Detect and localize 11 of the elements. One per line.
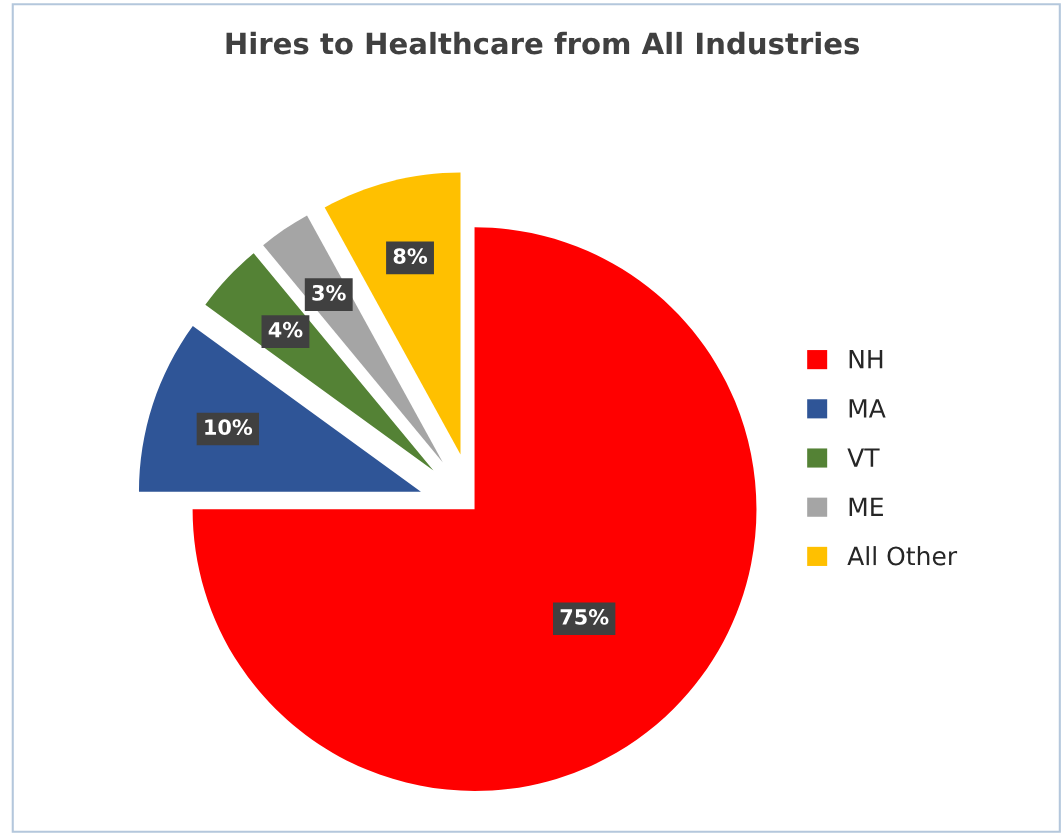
data-label: 10% [205,419,253,436]
legend-label: All Other [847,546,958,566]
chart-title: Hires to Healthcare from All Industries [226,31,860,55]
data-label: 4% [268,321,303,338]
data-label: 8% [393,248,428,264]
legend-label: VT [847,448,880,467]
legend-label: ME [849,497,883,516]
data-label: 75% [560,609,609,625]
legend-label: MA [849,399,886,418]
data-label: 3% [312,284,346,301]
legend-label: NH [849,350,883,369]
